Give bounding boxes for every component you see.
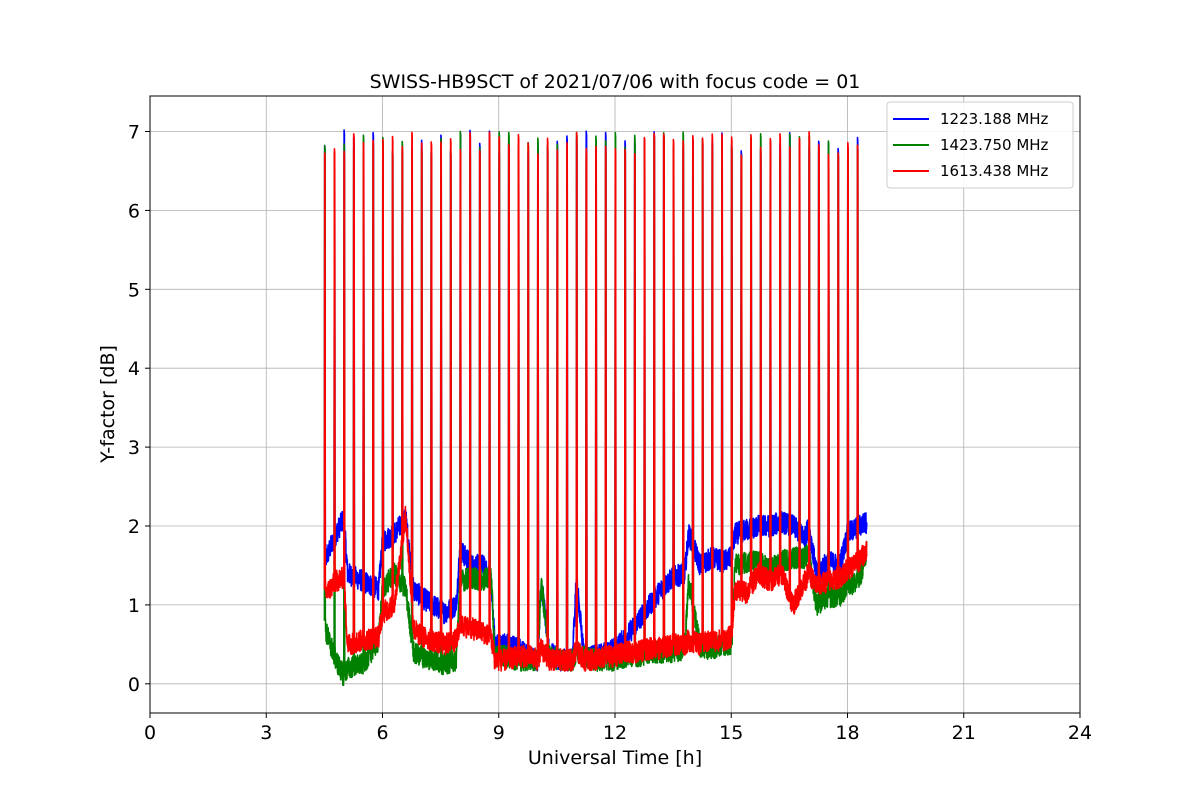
x-tick-label: 6 [376,722,388,744]
legend-label-1613: 1613.438 MHz [940,162,1049,180]
x-tick-label: 15 [719,722,743,744]
y-tick-label: 5 [128,279,140,301]
x-axis-label: Universal Time [h] [528,747,702,769]
legend-box [886,101,1074,189]
y-axis-label: Y-factor [dB] [97,345,119,464]
y-tick-label: 6 [128,200,140,222]
series-layer [323,129,868,687]
y-tick-label: 1 [128,595,140,617]
chart-title: SWISS-HB9SCT of 2021/07/06 with focus co… [370,71,861,93]
y-ticks: 0 1 2 3 4 5 6 7 [128,122,150,696]
y-tick-label: 0 [128,674,140,696]
y-tick-label: 4 [128,358,140,380]
series-line-2 [323,131,868,672]
x-tick-label: 3 [260,722,272,744]
y-tick-label: 2 [128,516,140,538]
x-tick-label: 9 [493,722,505,744]
x-tick-label: 24 [1068,722,1092,744]
y-tick-label: 7 [128,122,140,144]
y-tick-label: 3 [128,437,140,459]
legend-label-1423: 1423.750 MHz [940,136,1049,154]
x-ticks: 0 3 6 9 12 15 18 21 24 [144,713,1092,744]
x-tick-label: 12 [603,722,627,744]
x-tick-label: 21 [952,722,976,744]
legend-label-1223: 1223.188 MHz [940,110,1049,128]
x-tick-label: 18 [835,722,859,744]
legend: 1223.188 MHz 1423.750 MHz 1613.438 MHz [886,101,1074,189]
plot-area [323,129,868,687]
x-tick-label: 0 [144,722,156,744]
